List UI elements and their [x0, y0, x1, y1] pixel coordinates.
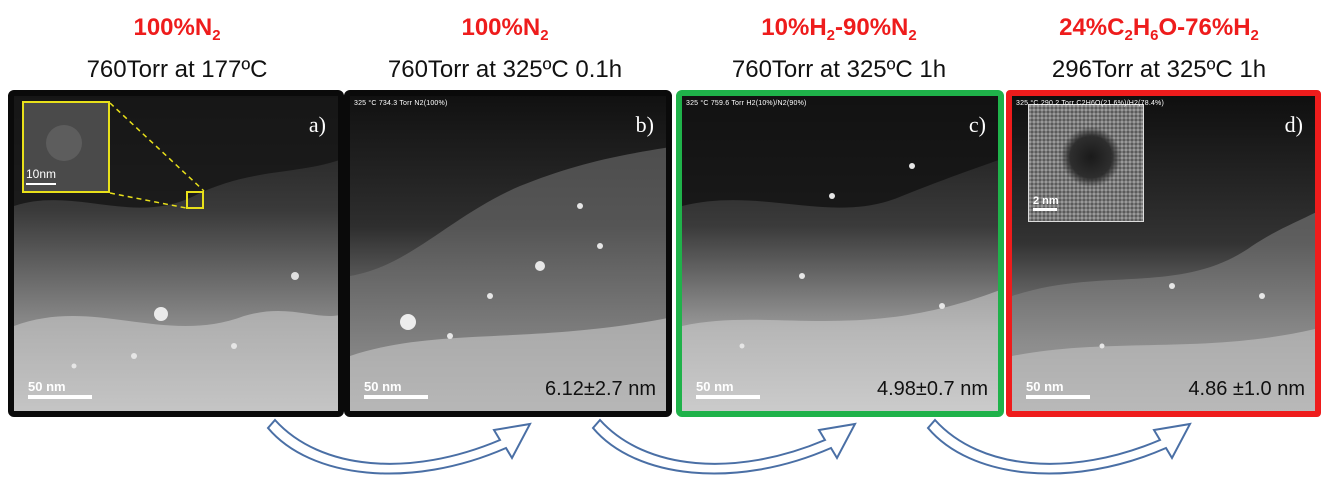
- inset-scale-label-a: 10nm: [26, 167, 57, 181]
- scale-bar-line-c: [696, 395, 760, 399]
- zoom-region-marker: [186, 191, 204, 209]
- stem-image-c: 325 °C 759.6 Torr H2(10%)/N2(90%) c) 50 …: [676, 90, 1004, 417]
- panel-letter-c: c): [968, 112, 986, 137]
- condition-a: 760Torr at 177ºC: [86, 56, 268, 83]
- subscript: 2: [826, 27, 835, 44]
- curved-arrow-icon: [266, 418, 532, 475]
- gas-composition-a: 100%N2: [133, 14, 221, 44]
- stem-micrograph-c: [682, 96, 998, 411]
- stem-micrograph-b: [350, 96, 666, 411]
- subscript: 2: [1250, 27, 1259, 44]
- scale-label-b: 50 nm: [364, 379, 402, 394]
- inset-scale-bar-a: [26, 183, 56, 185]
- scale-bar-line-a: [28, 395, 92, 399]
- gas-composition-d: 24%C2H6O-76%H2: [1059, 14, 1259, 44]
- zoom-inset-a: 10nm: [22, 101, 110, 193]
- subscript: 6: [1150, 27, 1159, 44]
- inset-scale-bar-d: [1033, 208, 1057, 211]
- curved-arrow-icon: [591, 418, 857, 475]
- stem-image-d: 2 nm 325 °C 290.2 Torr C2H6O(21.6%)/H2(7…: [1006, 90, 1321, 417]
- scale-label-d: 50 nm: [1026, 379, 1064, 394]
- subscript: 2: [212, 27, 221, 44]
- zoom-lines: [109, 102, 205, 209]
- stem-image-b: 325 °C 734.3 Torr N2(100%) b) 50 nm 6.12…: [344, 90, 672, 417]
- subscript: 2: [540, 27, 549, 44]
- subscript: 2: [908, 27, 917, 44]
- acquisition-meta-d: 325 °C 290.2 Torr C2H6O(21.6%)/H2(78.4%): [1016, 100, 1165, 107]
- scale-label-a: 50 nm: [28, 379, 66, 394]
- acquisition-meta-b: 325 °C 734.3 Torr N2(100%): [354, 100, 448, 107]
- condition-c: 760Torr at 325ºC 1h: [731, 56, 947, 83]
- inset-micrograph-a: [24, 103, 108, 191]
- acquisition-meta-c: 325 °C 759.6 Torr H2(10%)/N2(90%): [686, 100, 807, 107]
- inset-scale-label-d: 2 nm: [1033, 195, 1059, 207]
- particle-size-c: 4.98±0.7 nm: [876, 378, 988, 400]
- panel-letter-d: d): [1284, 112, 1303, 137]
- panel-letter-b: b): [635, 112, 654, 137]
- scale-bar-a: 50 nm: [28, 380, 92, 399]
- hrtem-micrograph-d: [1029, 105, 1143, 221]
- hrtem-inset-d: 2 nm: [1028, 104, 1144, 222]
- condition-d: 296Torr at 325ºC 1h: [1051, 56, 1267, 83]
- scale-label-c: 50 nm: [696, 379, 734, 394]
- scale-bar-line-d: [1026, 395, 1090, 399]
- scale-bar-line-b: [364, 395, 428, 399]
- stem-image-a: 10nm a) 50 nm: [8, 90, 344, 417]
- curved-arrow-icon: [926, 418, 1192, 475]
- particle-size-d: 4.86 ±1.0 nm: [1188, 378, 1305, 400]
- gas-composition-c: 10%H2-90%N2: [761, 14, 917, 44]
- scale-bar-c: 50 nm: [696, 380, 760, 399]
- condition-b: 760Torr at 325ºC 0.1h: [387, 56, 623, 83]
- panel-letter-a: a): [308, 112, 326, 137]
- subscript: 2: [1124, 27, 1133, 44]
- gas-composition-b: 100%N2: [461, 14, 549, 44]
- scale-bar-d: 50 nm: [1026, 380, 1090, 399]
- scale-bar-b: 50 nm: [364, 380, 428, 399]
- particle-size-b: 6.12±2.7 nm: [544, 378, 656, 400]
